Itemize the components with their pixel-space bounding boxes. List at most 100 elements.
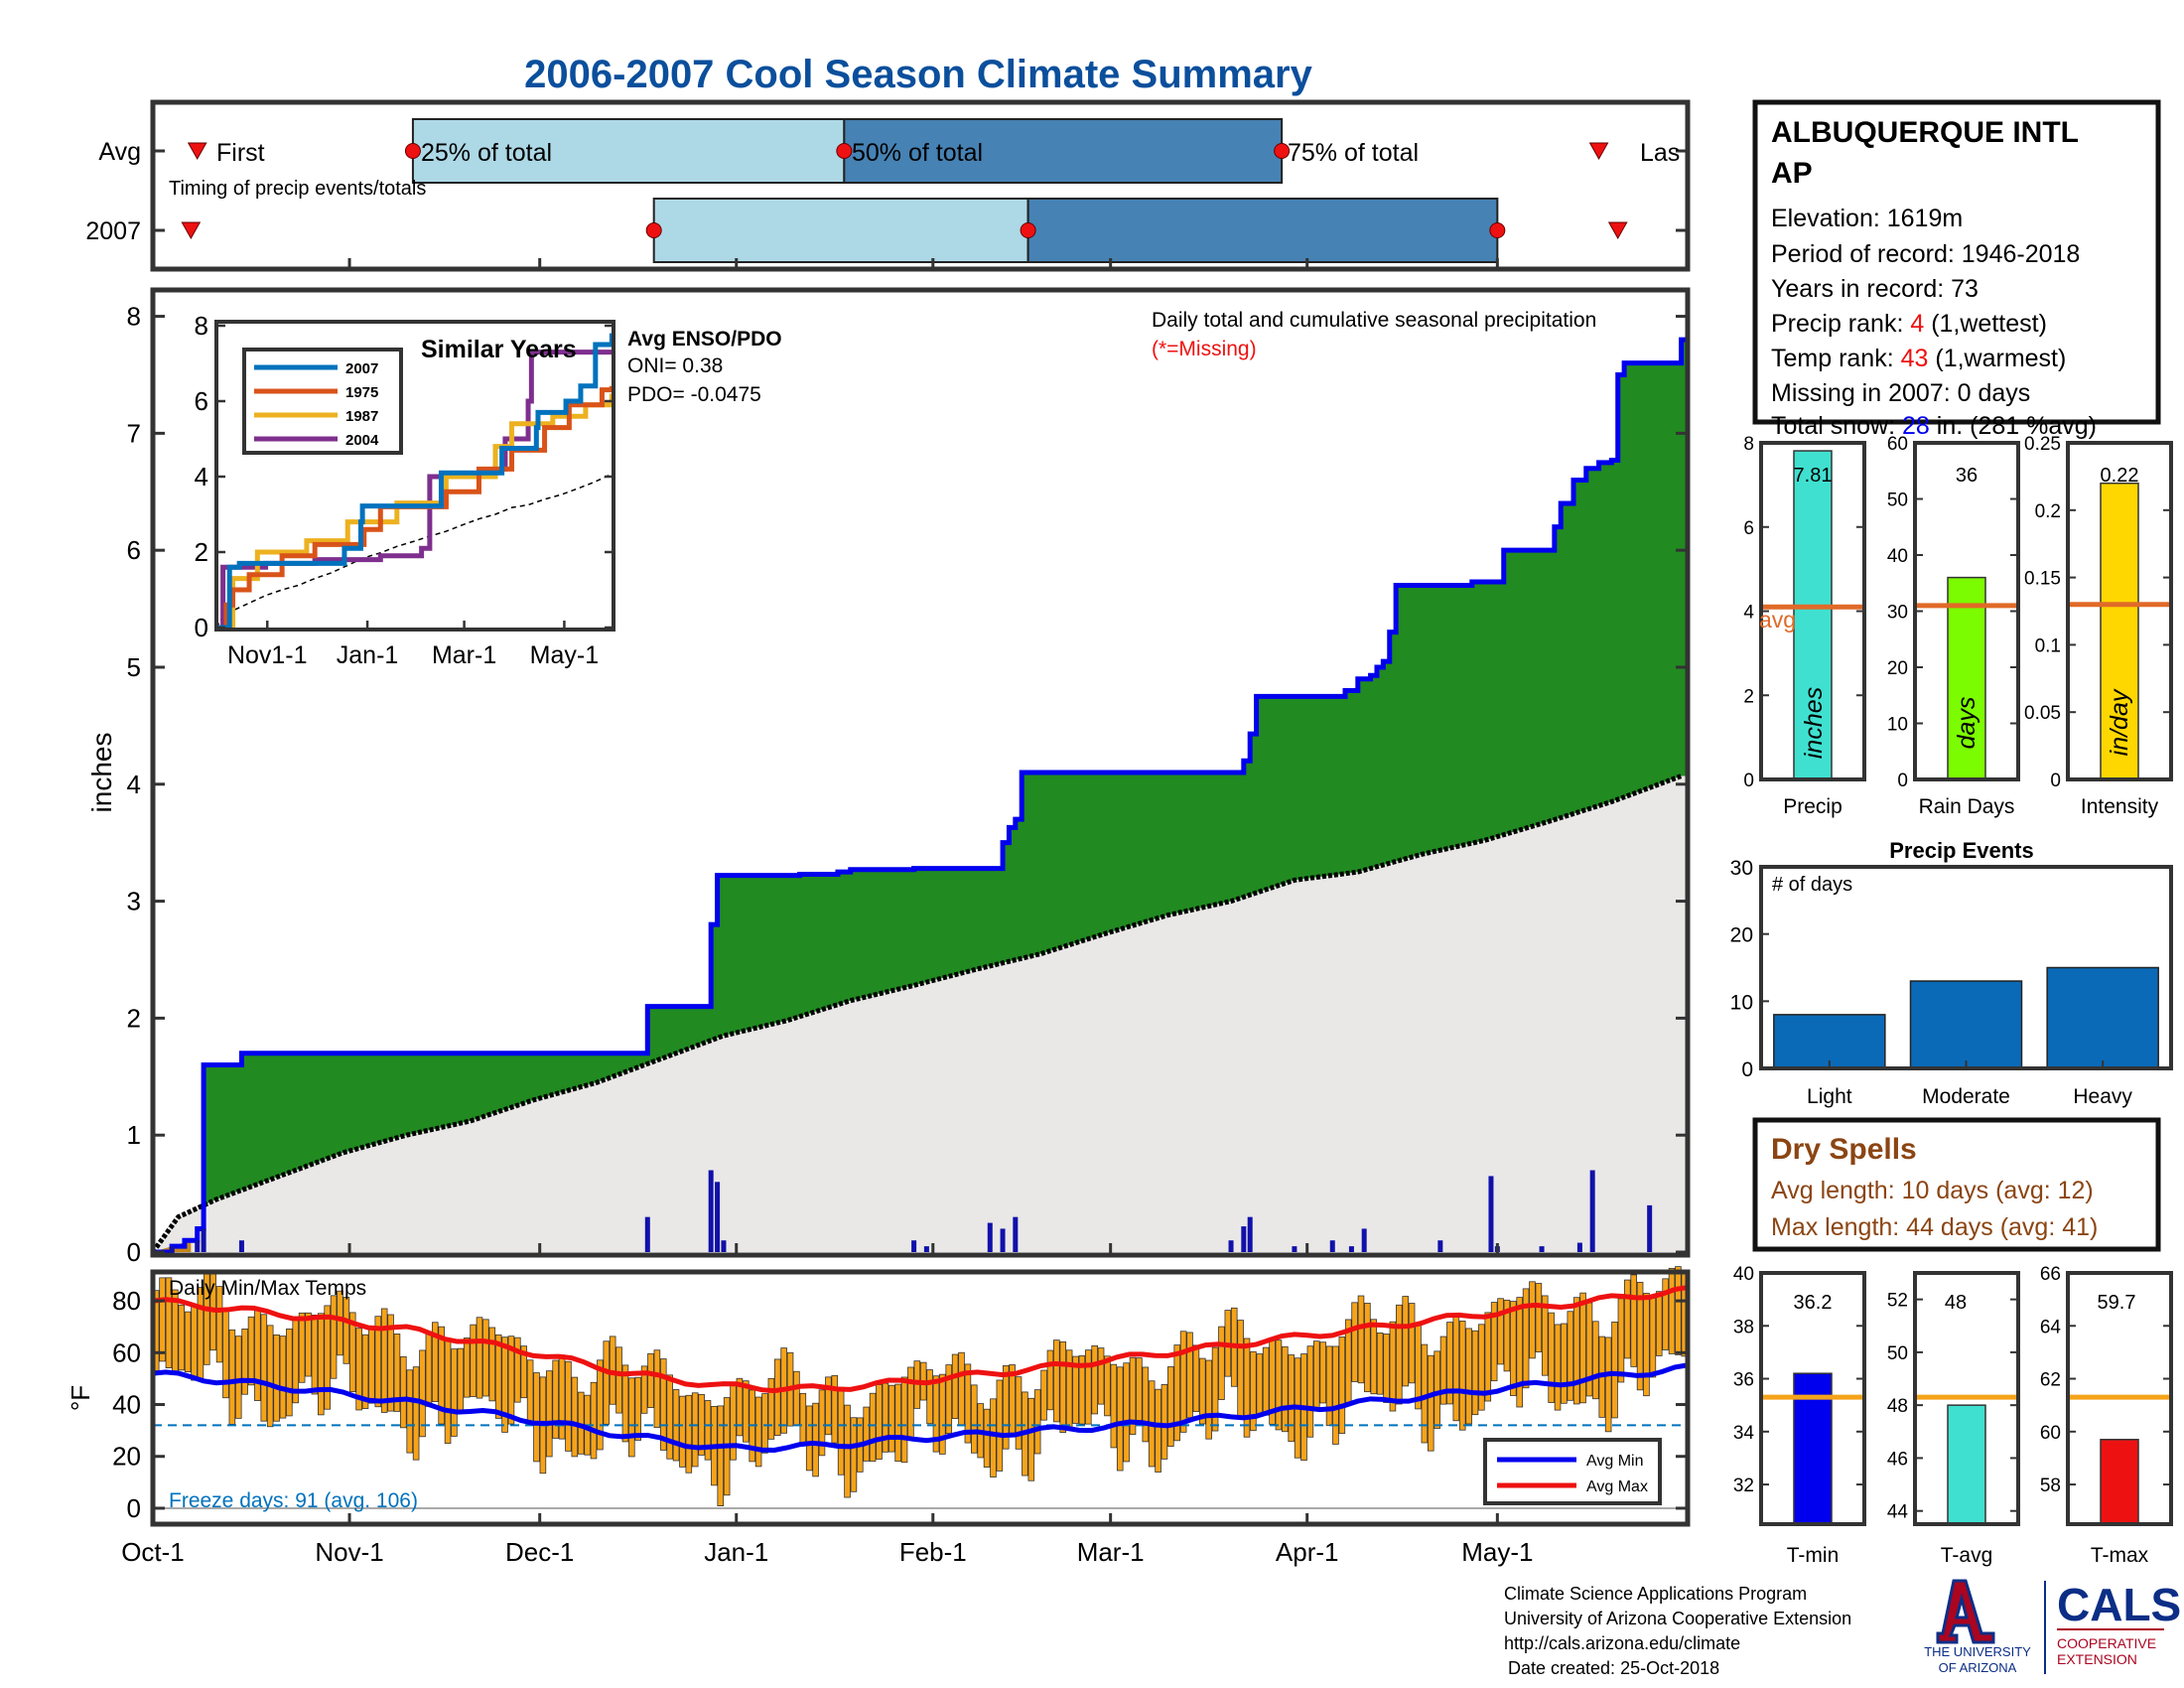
daily-temp-bar [444, 1338, 452, 1444]
daily-temp-bar [666, 1374, 673, 1460]
timing-q75-label: 75% of total [1288, 139, 1419, 167]
date-tick-label: Dec-1 [505, 1537, 574, 1567]
enso-oni: ONI= 0.38 [627, 354, 723, 377]
station-name-line2: AP [1771, 157, 1813, 190]
tavg-value: 48 [1945, 1292, 1967, 1314]
daily-temp-bar [1027, 1397, 1035, 1481]
dry-spells-avg: Avg length: 10 days (avg: 12) [1771, 1177, 2094, 1204]
daily-precip-bar [1348, 1246, 1354, 1252]
station-info-box: ALBUQUERQUE INTL AP Elevation: 1619m Per… [1752, 99, 2161, 440]
daily-precip-bar [987, 1222, 993, 1252]
timing-endpoint-marker [1607, 221, 1628, 240]
daily-temp-bar [799, 1392, 807, 1445]
daily-temp-bar [793, 1370, 800, 1427]
cals-logo-text: CALS [2057, 1579, 2181, 1630]
pstat-bar [1793, 450, 1833, 780]
daily-temp-bar [1306, 1345, 1314, 1438]
timing-quartile-marker [1274, 143, 1291, 159]
daily-temp-bar [1116, 1366, 1124, 1472]
pstat-y-tick-label: 30 [1887, 603, 1908, 624]
events-y-tick-label: 30 [1730, 857, 1753, 880]
footer-line3: http://cals.arizona.edu/climate [1504, 1633, 1740, 1653]
main-y-tick-label: 2 [127, 1003, 141, 1033]
inset-legend-label: 1975 [345, 384, 378, 401]
daily-temp-bar [863, 1406, 870, 1462]
daily-temp-bar [488, 1327, 496, 1402]
daily-temp-bar [869, 1392, 877, 1463]
daily-precip-bar [1437, 1240, 1443, 1252]
daily-precip-bar [715, 1182, 721, 1252]
daily-temp-bar [400, 1355, 407, 1429]
daily-temp-bar [380, 1308, 388, 1413]
daily-temp-bar [1655, 1291, 1663, 1356]
daily-temp-bar [1091, 1344, 1098, 1415]
daily-temp-bar [679, 1395, 686, 1468]
tstat-y-tick-label: 62 [2040, 1370, 2061, 1391]
inset-legend: 2007 1975 1987 2004 [242, 348, 403, 455]
daily-precip-bar [1647, 1204, 1653, 1252]
daily-temp-bar [837, 1386, 845, 1476]
daily-temp-bar [1084, 1349, 1092, 1425]
main-y-tick-label: 8 [127, 302, 141, 332]
similar-years-inset: 0 2 4 6 8 Nov1-1 Jan-1 Mar-1 May-1 Similar Years… [195, 311, 615, 669]
daily-temp-bar [1376, 1332, 1384, 1395]
daily-temp-bar [1439, 1336, 1447, 1405]
daily-temp-bar [342, 1297, 350, 1364]
daily-temp-bar [1370, 1319, 1378, 1395]
daily-temp-bar [1256, 1353, 1264, 1417]
raindays-stat-label: Rain Days [1919, 795, 2015, 818]
daily-temp-bar [1446, 1322, 1453, 1405]
timing-row-label-avg: Avg [98, 138, 141, 166]
date-tick-label: Jan-1 [704, 1537, 768, 1567]
tstat-bar [1947, 1404, 1986, 1525]
daily-temp-bar [736, 1377, 744, 1437]
daily-temp-bar [305, 1312, 312, 1377]
daily-precip-bar [1589, 1170, 1595, 1252]
temp-y-tick-label: 40 [112, 1390, 141, 1420]
daily-temp-bar [355, 1328, 362, 1411]
tstat-y-tick-label: 50 [1887, 1343, 1908, 1364]
footer-line1: Climate Science Applications Program [1504, 1584, 1807, 1604]
daily-temp-bar [1364, 1303, 1371, 1393]
main-missing-note: (*=Missing) [1152, 338, 1257, 360]
events-bar [1773, 1014, 1886, 1069]
ua-logo-line1: THE UNIVERSITY [1924, 1644, 2031, 1659]
daily-temp-bar [368, 1328, 375, 1404]
daily-temp-bar [1561, 1323, 1568, 1404]
precip-stat-value: 7.81 [1794, 465, 1833, 487]
daily-temp-bar [431, 1322, 439, 1402]
pstat-y-tick-label: 10 [1887, 715, 1908, 736]
timing-bar-q50-q75 [1026, 198, 1499, 263]
daily-temp-bar [818, 1389, 826, 1457]
precip-avg-label: avg [1759, 607, 1796, 633]
events-bar [2046, 966, 2159, 1069]
daily-temp-bar [1040, 1369, 1047, 1421]
pstat-y-tick-label: 60 [1887, 434, 1908, 455]
inset-x-tick-label: Nov1-1 [227, 641, 308, 669]
timing-q25-label: 25% of total [421, 139, 552, 167]
daily-temp-bar [1471, 1330, 1479, 1416]
raindays-stat-unit: days [1953, 697, 1980, 750]
daily-temp-bar [990, 1398, 997, 1477]
inset-x-tick-label: May-1 [530, 641, 599, 669]
daily-temp-bar [685, 1394, 693, 1474]
daily-temp-bar [1312, 1340, 1320, 1409]
daily-temp-bar [1275, 1339, 1283, 1431]
daily-temp-bar [1497, 1298, 1504, 1365]
tstat-y-tick-label: 58 [2040, 1476, 2061, 1496]
daily-temp-bar [647, 1352, 654, 1408]
daily-temp-bar [1319, 1341, 1326, 1404]
tmin-value: 36.2 [1794, 1292, 1833, 1314]
tavg-label: T-avg [1941, 1544, 1993, 1567]
pstat-y-tick-label: 0 [1897, 771, 1908, 791]
timing-row-label-2007: 2007 [85, 217, 141, 245]
dry-spells-max: Max length: 44 days (avg: 41) [1771, 1213, 2098, 1241]
daily-temp-bar [1604, 1336, 1612, 1433]
inset-y-tick-label: 6 [195, 386, 208, 416]
daily-temp-bar [1503, 1299, 1511, 1372]
temp-y-tick-label: 20 [112, 1442, 141, 1472]
daily-temp-bar [501, 1336, 508, 1433]
university-of-arizona-logo: THE UNIVERSITY OF ARIZONA [1924, 1579, 2031, 1675]
pstat-y-tick-label: 0 [1743, 771, 1754, 791]
daily-temp-bar [971, 1384, 978, 1454]
